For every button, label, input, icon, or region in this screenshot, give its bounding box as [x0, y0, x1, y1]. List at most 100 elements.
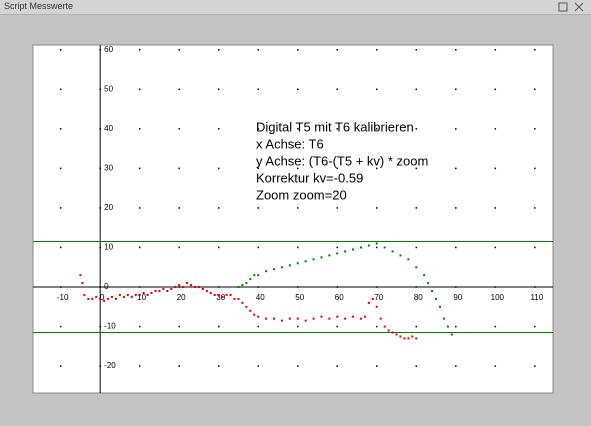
x-tick-label: 60 — [335, 293, 344, 302]
data-point — [431, 289, 434, 292]
grid-dot — [534, 48, 536, 51]
grid-dot — [415, 48, 418, 51]
grid-dot — [376, 167, 378, 170]
data-point — [375, 242, 378, 245]
data-point — [249, 309, 252, 312]
data-point — [197, 286, 200, 289]
data-point — [178, 284, 181, 287]
grid-dot — [138, 128, 141, 130]
grid-dot — [178, 88, 180, 91]
data-point — [111, 295, 114, 298]
grid-dot — [455, 365, 457, 367]
grid-dot — [257, 325, 259, 328]
data-point — [442, 317, 445, 320]
grid-dot — [178, 365, 180, 367]
grid-dot — [257, 128, 259, 130]
grid-dot — [455, 207, 457, 209]
data-point — [352, 315, 355, 318]
close-button[interactable] — [574, 2, 584, 12]
grid-dot — [534, 128, 536, 130]
grid-dot — [494, 88, 497, 91]
data-point — [253, 274, 256, 277]
grid-dot — [376, 88, 378, 91]
data-point — [395, 333, 398, 336]
grid-dot — [455, 325, 457, 328]
data-point — [320, 315, 323, 318]
data-point — [407, 337, 410, 340]
data-point — [296, 317, 299, 320]
data-point — [114, 297, 117, 300]
grid-dot — [376, 48, 378, 51]
data-point — [103, 299, 106, 302]
data-point — [87, 297, 90, 300]
data-point — [154, 289, 157, 292]
data-point — [423, 274, 426, 277]
data-point — [312, 258, 315, 261]
grid-dot — [138, 48, 141, 51]
x-tick-label: 110 — [530, 293, 543, 302]
data-point — [186, 282, 189, 285]
grid-dot — [217, 48, 220, 51]
grid-dot — [59, 88, 62, 91]
data-point — [399, 335, 402, 338]
data-point — [438, 305, 441, 308]
grid-dot — [336, 207, 339, 209]
window-buttons[interactable] — [557, 1, 587, 13]
grid-dot — [296, 167, 299, 170]
y-tick-label: 10 — [104, 243, 113, 252]
grid-dot — [59, 128, 62, 130]
data-point — [399, 254, 402, 257]
grid-dot — [455, 128, 457, 130]
data-point — [99, 297, 102, 300]
data-point — [352, 248, 355, 251]
maximize-button[interactable] — [558, 2, 568, 12]
data-point — [344, 250, 347, 253]
data-point — [336, 315, 339, 318]
x-tick-label: 0 — [100, 293, 105, 302]
grid-dot — [494, 167, 497, 170]
grid-dot — [455, 167, 457, 170]
data-point — [403, 337, 406, 340]
grid-dot — [336, 325, 339, 328]
data-point — [237, 286, 240, 289]
data-point — [257, 274, 260, 277]
grid-dot — [336, 128, 339, 130]
data-point — [126, 293, 129, 296]
data-point — [213, 293, 216, 296]
data-point — [265, 317, 268, 320]
data-point — [435, 297, 438, 300]
data-point — [225, 293, 228, 296]
grid-dot — [178, 325, 180, 328]
data-point — [221, 295, 224, 298]
grid-dot — [296, 325, 299, 328]
y-tick-label: 60 — [104, 45, 113, 54]
data-point — [265, 270, 268, 273]
x-tick-label: 80 — [414, 293, 423, 302]
data-point — [81, 282, 84, 285]
data-point — [407, 258, 410, 261]
data-point — [166, 289, 169, 292]
grid-dot — [257, 88, 259, 91]
data-point — [209, 291, 212, 294]
grid-dot — [59, 48, 62, 51]
grid-dot — [217, 365, 220, 367]
data-point — [273, 268, 276, 271]
grid-dot — [138, 246, 141, 249]
x-tick-label: 90 — [453, 293, 462, 302]
data-point — [312, 317, 315, 320]
grid-dot — [59, 207, 62, 209]
data-point — [367, 301, 370, 304]
grid-dot — [534, 167, 536, 170]
grid-dot — [217, 167, 220, 170]
annotation: Digital T5 mit T6 kalibrieren — [256, 119, 414, 134]
x-tick-label: 100 — [491, 293, 505, 302]
data-point — [146, 293, 149, 296]
data-point — [150, 291, 153, 294]
data-point — [245, 282, 248, 285]
grid-dot — [336, 246, 339, 249]
data-point — [107, 297, 110, 300]
x-tick-label: 50 — [295, 293, 304, 302]
grid-dot — [455, 246, 457, 249]
data-point — [95, 295, 98, 298]
